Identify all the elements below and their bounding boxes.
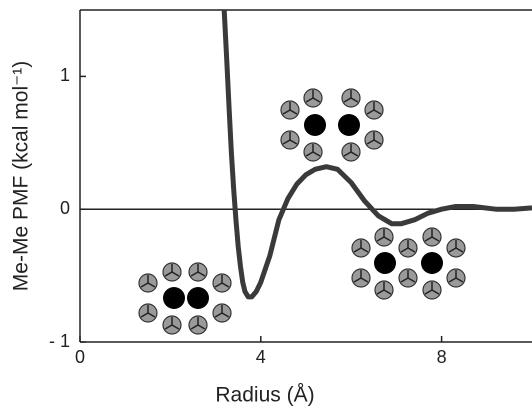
water-icon-mark bbox=[140, 312, 149, 318]
water-icon-mark bbox=[431, 289, 440, 295]
water-icon-mark bbox=[214, 312, 223, 318]
water-icon-mark bbox=[171, 324, 180, 330]
water-icon-mark bbox=[282, 109, 291, 115]
x-tick-label: 0 bbox=[75, 347, 85, 367]
water-icon-mark bbox=[343, 97, 352, 103]
methane-icon bbox=[338, 114, 360, 136]
water-icon-mark bbox=[376, 289, 385, 295]
x-tick-label: 8 bbox=[437, 347, 447, 367]
water-icon-mark bbox=[305, 151, 314, 157]
water-icon-mark bbox=[455, 247, 464, 253]
water-icon-mark bbox=[312, 97, 321, 103]
water-icon-mark bbox=[400, 277, 409, 283]
water-icon-mark bbox=[360, 247, 369, 253]
methane-icon bbox=[374, 252, 396, 274]
water-icon-mark bbox=[383, 289, 392, 295]
y-tick-label: 1 bbox=[60, 65, 70, 85]
water-icon-mark bbox=[400, 247, 409, 253]
water-icon-mark bbox=[455, 277, 464, 283]
water-icon-mark bbox=[383, 236, 392, 242]
water-icon-mark bbox=[147, 282, 156, 288]
water-icon-mark bbox=[282, 139, 291, 145]
x-axis-label: Radius (Å) bbox=[215, 384, 314, 407]
water-icon-mark bbox=[343, 151, 352, 157]
water-icon-mark bbox=[360, 277, 369, 283]
water-icon-mark bbox=[424, 236, 433, 242]
pmf-curve bbox=[221, 10, 532, 300]
water-icon-mark bbox=[350, 151, 359, 157]
water-icon-mark bbox=[431, 236, 440, 242]
methane-icon bbox=[187, 287, 209, 309]
water-icon-mark bbox=[221, 312, 230, 318]
water-icon-mark bbox=[312, 151, 321, 157]
molecule-icons bbox=[138, 88, 466, 335]
water-icon-mark bbox=[147, 312, 156, 318]
methane-icon bbox=[421, 252, 443, 274]
water-icon-mark bbox=[140, 282, 149, 288]
methane-icon bbox=[163, 287, 185, 309]
water-icon-mark bbox=[221, 282, 230, 288]
y-tick-label: 0 bbox=[60, 198, 70, 218]
water-icon-mark bbox=[171, 271, 180, 277]
y-axis-label: Me-Me PMF (kcal mol⁻¹) bbox=[10, 61, 33, 291]
water-icon-mark bbox=[424, 289, 433, 295]
water-icon-mark bbox=[373, 109, 382, 115]
water-icon-mark bbox=[353, 277, 362, 283]
water-icon-mark bbox=[164, 271, 173, 277]
water-icon-mark bbox=[190, 271, 199, 277]
water-icon-mark bbox=[164, 324, 173, 330]
water-icon-mark bbox=[373, 139, 382, 145]
methane-icon bbox=[304, 114, 326, 136]
water-icon-mark bbox=[366, 109, 375, 115]
y-tick-label: - 1 bbox=[49, 331, 70, 351]
water-icon-mark bbox=[305, 97, 314, 103]
water-icon-mark bbox=[353, 247, 362, 253]
water-icon-mark bbox=[407, 247, 416, 253]
water-icon-mark bbox=[350, 97, 359, 103]
water-icon-mark bbox=[197, 324, 206, 330]
water-icon-mark bbox=[366, 139, 375, 145]
water-icon-mark bbox=[289, 139, 298, 145]
water-icon-mark bbox=[289, 109, 298, 115]
water-icon-mark bbox=[448, 277, 457, 283]
water-icon-mark bbox=[448, 247, 457, 253]
x-tick-label: 4 bbox=[256, 347, 266, 367]
water-icon-mark bbox=[376, 236, 385, 242]
water-icon-mark bbox=[407, 277, 416, 283]
water-icon-mark bbox=[214, 282, 223, 288]
water-icon-mark bbox=[190, 324, 199, 330]
water-icon-mark bbox=[197, 271, 206, 277]
